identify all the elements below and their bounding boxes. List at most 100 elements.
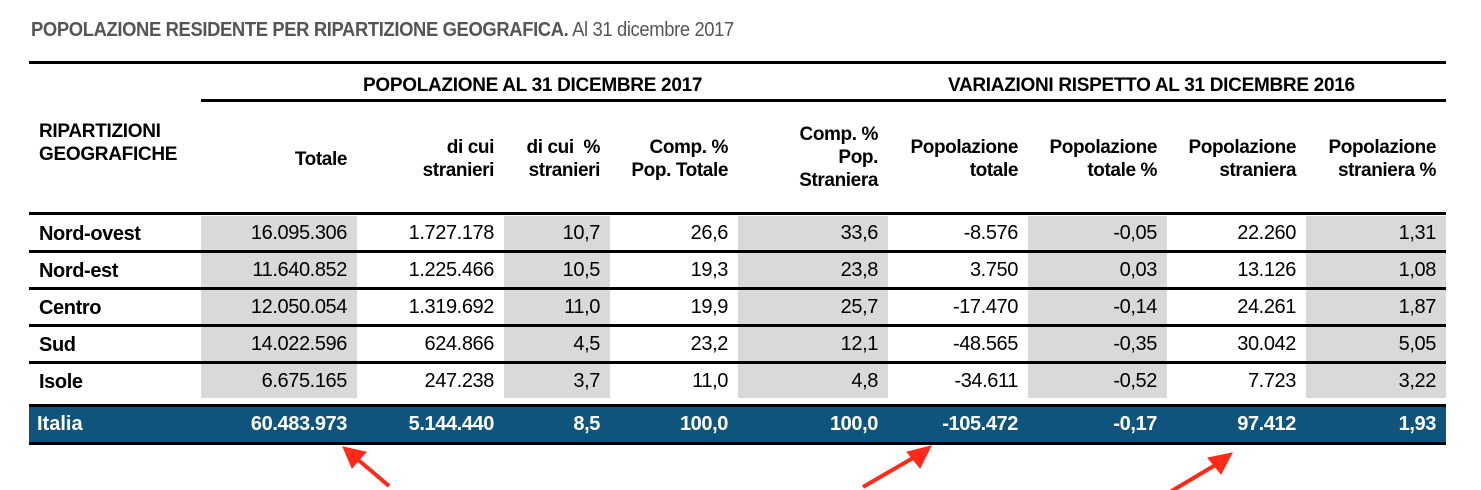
total-row [29,407,1446,442]
col-header-text: di cui [446,137,495,158]
table-cell: 11,0 [692,370,728,392]
table-cell: 1,87 [1306,290,1446,324]
col-header-text: totale [969,160,1019,181]
total-cell-pct-stranieri: 8,5 [573,413,600,435]
table-cell: -0,14 [1028,290,1167,324]
table-cell: 10,7 [504,216,610,250]
row-label: Isole [39,371,83,393]
table-cell: 30.042 [1237,333,1296,355]
table-cell: 23,8 [738,253,888,287]
col-header-text: totale % [1087,160,1157,181]
col-header-text: Totale [294,149,348,170]
table-cell: -17.470 [952,296,1018,318]
table-cell: -0,35 [1028,327,1167,361]
col-header-text: Pop. Totale [631,160,728,181]
col-header-di-cui-pct-stranieri: di cui % stranieri [504,136,601,182]
table-cell: 4,8 [738,364,888,398]
total-row-label: Italia [37,413,83,435]
col-header-text: Straniera [799,170,878,191]
table-cell: 4,5 [504,327,610,361]
col-header-text: Popolazione [1328,137,1437,158]
table-cell: 19,3 [690,259,729,281]
bottom-rule [29,442,1446,445]
table-cell: 11,0 [504,290,610,324]
col-header-text: stranieri [528,160,601,181]
total-cell-comp-totale: 100,0 [679,413,728,435]
col-header-comp-pct-pop-straniera: Comp. % Pop. Straniera [738,123,878,192]
row-separator [29,287,1446,290]
table-cell: 0,03 [1028,253,1167,287]
table-cell: 624.866 [424,333,495,355]
table-cell: 12.050.054 [201,290,357,324]
table-cell: -34.611 [954,370,1018,392]
table-cell: 33,6 [738,216,888,250]
table-cell: 6.675.165 [201,364,357,398]
total-cell-var-pop-straniera-pct: 1,93 [1398,413,1437,435]
col-header-text: straniera [1219,160,1296,181]
table-cell: -8.576 [963,222,1019,244]
total-cell-var-pop-totale-pct: -0,17 [1113,413,1157,435]
table-cell: 1,08 [1306,253,1446,287]
col-header-text: Popolazione [1049,137,1158,158]
table-cell: 3.750 [969,259,1018,281]
col-header-totale: Totale [201,148,348,171]
row-label: Centro [39,297,102,319]
table-cell: 12,1 [738,327,888,361]
row-header-ripartizioni: RIPARTIZIONI GEOGRAFICHE [39,120,177,166]
col-header-di-cui-stranieri: di cui stranieri [357,136,495,182]
total-cell-var-pop-totale: -105.472 [942,413,1018,435]
total-cell-stranieri: 5.144.440 [408,413,495,435]
group-header-variations-2016: VARIAZIONI RISPETTO AL 31 DICEMBRE 2016 [948,75,1355,96]
col-header-text: Comp. % [799,124,879,145]
table-cell: -0,52 [1028,364,1167,398]
table-cell: 24.261 [1237,296,1296,318]
table-cell: 13.126 [1237,259,1296,281]
total-cell-totale: 60.483.973 [250,413,348,435]
table-cell: 23,2 [690,333,729,355]
table-cell: 22.260 [1237,222,1296,244]
table-cell: 5,05 [1306,327,1446,361]
table-cell: 1.319.692 [408,296,495,318]
row-separator [29,404,1446,407]
col-header-comp-pct-pop-totale: Comp. % Pop. Totale [610,136,728,182]
table-cell: 10,5 [504,253,610,287]
row-separator [29,324,1446,327]
row-header-line1: RIPARTIZIONI [39,121,161,142]
col-header-text: di cui % [526,137,601,158]
col-header-var-pop-totale: Popolazione totale [888,136,1019,182]
row-separator [29,250,1446,253]
top-rule [29,61,1446,64]
table-cell: 1.727.178 [408,222,495,244]
row-label: Sud [39,334,76,356]
row-header-line2: GEOGRAFICHE [39,144,178,165]
table-cell: 14.022.596 [201,327,357,361]
total-cell-var-pop-straniera: 97.412 [1237,413,1296,435]
col-header-text: Pop. [838,147,878,168]
row-separator [29,361,1446,364]
table-cell: -0,05 [1028,216,1167,250]
row-label: Nord-est [39,260,119,282]
col-header-var-pop-straniera-pct: Popolazione straniera % [1306,136,1437,182]
col-header-text: Popolazione [910,137,1019,158]
group-header-population-2017: POPOLAZIONE AL 31 DICEMBRE 2017 [363,75,703,96]
table-cell: 26,6 [690,222,729,244]
table-cell: 25,7 [738,290,888,324]
header-bottom-rule [29,212,1446,215]
table-title: POPOLAZIONE RESIDENTE PER RIPARTIZIONE G… [31,19,734,42]
col-header-text: Comp. % [649,137,729,158]
table-cell: 7.723 [1247,370,1296,392]
row-label: Nord-ovest [39,223,141,245]
table-cell: 1.225.466 [408,259,495,281]
total-cell-comp-straniera: 100,0 [829,413,878,435]
table-cell: 16.095.306 [201,216,357,250]
table-cell: 3,7 [504,364,610,398]
table-cell: 3,22 [1306,364,1446,398]
col-header-text: straniera % [1337,160,1436,181]
table-cell: -48.565 [952,333,1018,355]
col-header-text: Popolazione [1188,137,1297,158]
col-header-var-pop-totale-pct: Popolazione totale % [1028,136,1158,182]
col-header-var-pop-straniera: Popolazione straniera [1167,136,1297,182]
table-title-main: POPOLAZIONE RESIDENTE PER RIPARTIZIONE G… [31,19,569,41]
table-cell: 11.640.852 [201,253,357,287]
